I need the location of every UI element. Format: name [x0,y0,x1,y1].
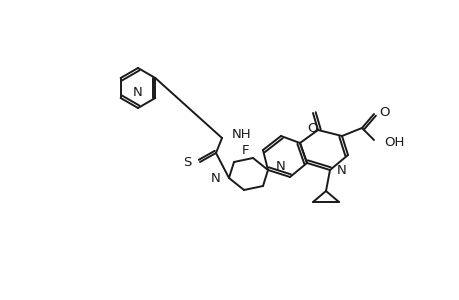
Text: S: S [183,155,191,169]
Text: O: O [378,106,389,118]
Text: N: N [133,86,143,99]
Text: O: O [307,122,318,135]
Text: OH: OH [383,136,403,148]
Text: F: F [241,143,248,157]
Text: NH: NH [231,128,251,142]
Text: N: N [275,160,285,173]
Text: N: N [336,164,346,178]
Text: N: N [211,172,220,184]
